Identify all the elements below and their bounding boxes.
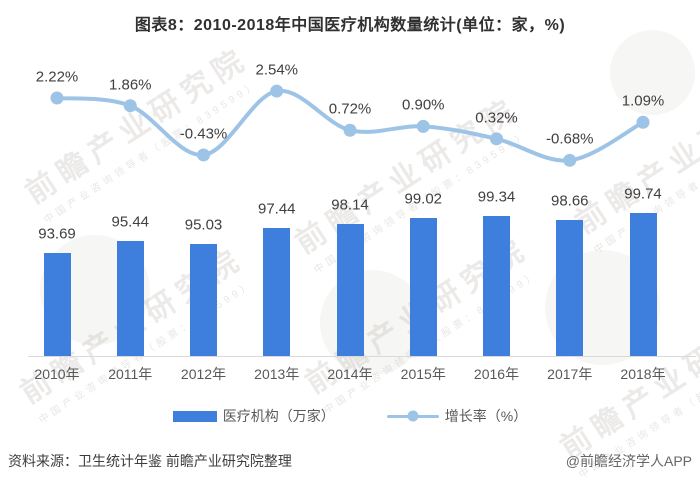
line-marker-icon xyxy=(563,153,577,167)
line-value-label: 2.54% xyxy=(255,61,299,79)
line-value-label: 0.72% xyxy=(328,100,372,118)
line-marker-icon xyxy=(490,132,503,146)
bar-value-label: 98.66 xyxy=(550,192,589,210)
bar-2018年 xyxy=(629,213,657,356)
x-axis-label: 2014年 xyxy=(327,366,373,382)
bar-2012年 xyxy=(190,244,217,356)
bar-value-label: 97.44 xyxy=(257,200,296,218)
x-axis-label: 2015年 xyxy=(400,366,446,382)
bar-value-label: 99.34 xyxy=(477,188,516,206)
x-axis-label: 2011年 xyxy=(108,366,153,382)
bar-2015年 xyxy=(409,218,437,356)
legend-label-bar-series: 医疗机构（万家） xyxy=(222,408,335,424)
line-swatch-dot-icon xyxy=(407,410,419,422)
line-marker-icon xyxy=(50,91,64,105)
line-value-label: 0.32% xyxy=(475,109,518,127)
bar-value-label: 99.02 xyxy=(404,190,443,208)
line-value-label: -0.43% xyxy=(179,125,228,143)
line-value-label: 1.09% xyxy=(621,92,665,110)
legend-label-line-series: 增长率（%） xyxy=(444,408,528,424)
bar-value-label: 95.44 xyxy=(111,213,150,231)
x-axis-label: 2013年 xyxy=(254,366,300,382)
legend-item-line-series: 增长率（%） xyxy=(386,406,528,426)
x-axis-label: 2018年 xyxy=(620,366,666,382)
footer: 资料来源：卫生统计年鉴 前瞻产业研究院整理 @前瞻经济学人APP xyxy=(8,451,692,471)
line-marker-icon xyxy=(636,115,650,129)
chart-title: 图表8：2010-2018年中国医疗机构数量统计(单位：家，%) xyxy=(134,17,566,34)
line-marker-icon xyxy=(123,99,137,113)
legend-item-bar-series: 医疗机构（万家） xyxy=(172,406,335,426)
bar-value-label: 99.74 xyxy=(624,185,662,203)
bar-value-label: 95.03 xyxy=(184,216,223,234)
bar-2011年 xyxy=(116,241,144,356)
line-marker-icon xyxy=(416,119,430,133)
bar-2016年 xyxy=(483,215,510,356)
bar-2010年 xyxy=(43,252,71,356)
bar-2013年 xyxy=(263,228,291,356)
line-swatch-icon xyxy=(386,410,439,422)
x-axis-line xyxy=(28,356,696,357)
bar-2014年 xyxy=(336,223,364,356)
x-axis-label: 2017年 xyxy=(547,366,593,382)
bar-value-label: 93.69 xyxy=(38,225,76,243)
line-value-label: 1.86% xyxy=(108,76,152,94)
line-marker-icon xyxy=(343,123,357,137)
legend: 医疗机构（万家） 增长率（%） xyxy=(0,404,700,428)
line-value-label: 0.90% xyxy=(401,96,445,114)
bar-swatch-icon xyxy=(172,410,217,422)
line-marker-icon xyxy=(270,84,284,98)
credit-note: @前瞻经济学人APP xyxy=(565,453,692,469)
bar-2017年 xyxy=(556,220,584,356)
line-value-label: -0.68% xyxy=(545,130,594,148)
line-marker-icon xyxy=(197,148,210,162)
x-axis-label: 2012年 xyxy=(180,366,227,382)
bar-value-label: 98.14 xyxy=(331,196,369,214)
x-axis-label: 2016年 xyxy=(473,366,520,382)
source-note: 资料来源：卫生统计年鉴 前瞻产业研究院整理 xyxy=(8,453,292,469)
x-axis-label: 2010年 xyxy=(34,366,80,382)
line-value-label: 2.22% xyxy=(35,68,79,86)
